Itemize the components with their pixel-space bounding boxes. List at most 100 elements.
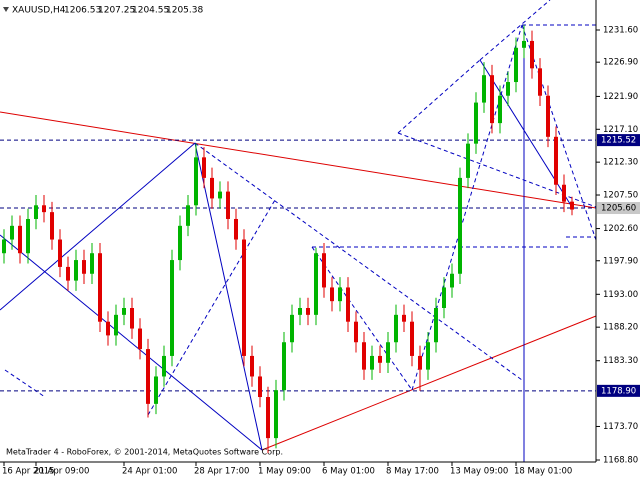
candle-body [346,287,350,322]
candle-body [162,355,166,377]
title-icon [3,7,9,12]
candle-body [242,239,246,356]
candle-body [354,321,358,343]
candle-body [26,218,30,254]
candle-body [106,321,110,336]
candle-body [82,260,86,274]
candle-body [42,205,46,213]
candle-body [362,342,366,370]
candle-body [74,260,78,281]
dashed-line [194,142,523,381]
trend-line [194,142,263,451]
y-tick-label: 1221.90 [603,92,638,102]
x-tick-label: 24 Apr 01:00 [122,467,177,477]
candle-body [482,75,486,103]
last-close: 1205.38 [166,6,203,16]
candle-body [90,253,94,274]
level-label: 1215.52 [601,136,636,146]
candle-body [306,308,310,315]
candle-body [298,308,302,315]
trend-line [0,142,196,311]
level-label-box [597,384,640,397]
candle-body [202,157,206,178]
candle-body [282,342,286,391]
candle-body [546,95,550,137]
footer: MetaTrader 4 - RoboForex, © 2001-2014, M… [6,448,283,457]
candle-body [466,143,470,178]
candle-body [66,266,70,281]
candle-body [146,349,150,404]
candle-body [10,225,14,240]
y-tick-label: 1207.50 [603,191,638,201]
y-tick-label: 1193.00 [603,290,638,300]
candle-body [410,321,414,356]
x-tick-label: 6 May 01:00 [322,467,375,477]
dashed-line [311,246,413,391]
y-tick-label: 1217.10 [603,125,638,135]
candle-body [514,47,518,83]
candle-body [314,253,318,315]
candle-body [338,287,342,302]
candle-body [450,273,454,288]
candle-body [274,390,278,439]
candle-body [58,239,62,267]
candle-body [554,136,558,185]
x-tick-label: 13 May 09:00 [450,467,508,477]
candle-body [474,102,478,144]
level-label: 1178.90 [601,386,636,396]
candle-body [114,314,118,336]
last-low: 1204.55 [132,6,169,16]
y-tick-label: 1226.90 [603,58,638,68]
candle-body [442,287,446,308]
x-tick-label: 18 May 01:00 [514,467,572,477]
level-label-box [597,202,640,215]
candle-body [378,355,382,363]
candle-body [426,342,430,370]
last-high: 1207.25 [98,6,135,16]
candle-body [226,191,230,219]
candle-body [498,95,502,124]
candle-body [506,82,510,96]
x-tick-label: 16 Apr 2015 [2,467,55,477]
candle-body [18,225,22,254]
candle-body [386,342,390,363]
candle-body [170,260,174,356]
candle-body [330,287,334,302]
x-tick-label: 28 Apr 17:00 [194,467,249,477]
candle-body [250,355,254,377]
trend-line [0,234,263,451]
y-tick-label: 1231.60 [603,25,638,35]
candle-body [522,40,526,48]
candle-body [258,376,262,398]
dashed-line [4,369,46,398]
candle-body [394,314,398,343]
candle-body [538,68,542,96]
candle-body [50,212,54,240]
x-tick-label: 1 May 09:00 [258,467,311,477]
y-tick-label: 1188.20 [603,323,638,333]
candle-body [138,328,142,350]
dashed-line [479,0,551,61]
candle-body [122,308,126,315]
chart-title: XAUUSD,H4 [12,6,66,16]
y-tick-label: 1183.30 [603,356,638,366]
candle-body [130,308,134,329]
candle-body [562,184,566,202]
candle-body [290,314,294,343]
candle-body [2,239,6,254]
y-tick-label: 1168.80 [603,456,638,466]
last-open: 1206.53 [64,6,101,16]
level-label-box [597,134,640,147]
trend-line [0,111,597,209]
candle-body [322,253,326,288]
candle-body [218,191,222,199]
trend-line [261,315,597,451]
candle-body [418,355,422,370]
candle-body [458,177,462,274]
candle-body [210,177,214,199]
y-tick-label: 1202.60 [603,224,638,234]
candle-body [178,225,182,261]
candle-body [370,355,374,370]
candle-body [434,308,438,343]
candle-body [194,157,198,206]
